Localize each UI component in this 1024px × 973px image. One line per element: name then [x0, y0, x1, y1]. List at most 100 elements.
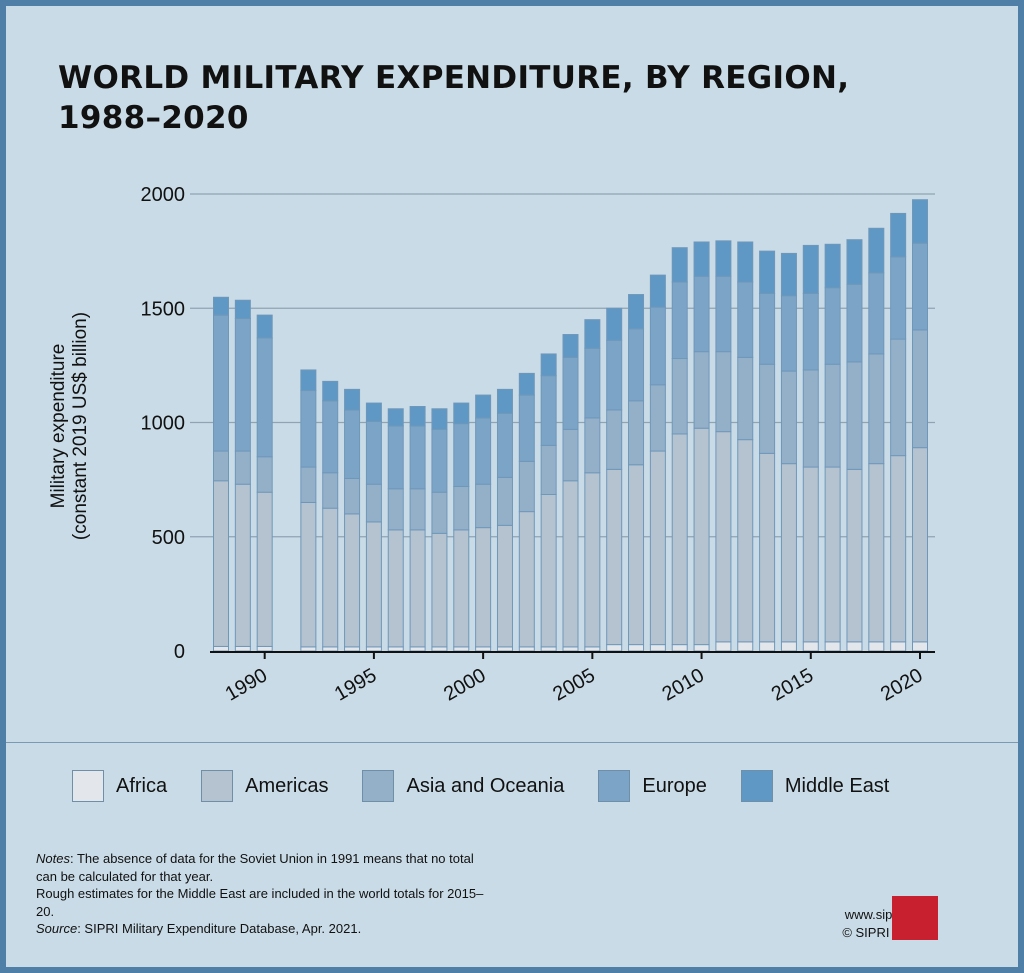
legend-item-africa: Africa [72, 770, 167, 802]
bar-segment-africa-2010 [693, 644, 710, 652]
bar-segment-africa-1990 [256, 645, 273, 652]
bar-segment-middle-east-1996 [387, 408, 404, 427]
legend-item-middle-east: Middle East [740, 770, 890, 802]
legend-swatch [362, 770, 395, 802]
bar-segment-americas-1998 [431, 532, 448, 648]
bar-segment-asia-and-oceania-1992 [300, 466, 317, 503]
legend-label: Asia and Oceania [406, 774, 565, 797]
bar-segment-asia-and-oceania-2004 [562, 428, 579, 482]
bar-segment-europe-2005 [584, 347, 601, 419]
bar-segment-asia-and-oceania-2002 [518, 460, 535, 513]
bar-segment-africa-2020 [912, 641, 928, 652]
bar-segment-middle-east-1999 [453, 402, 470, 425]
bar-segment-middle-east-2014 [780, 252, 797, 297]
bar-segment-africa-2000 [475, 646, 492, 652]
bar-segment-americas-2002 [518, 511, 535, 648]
bar-segment-asia-and-oceania-2012 [737, 356, 754, 441]
bar-segment-americas-1996 [387, 529, 404, 648]
bar-segment-asia-and-oceania-2007 [628, 400, 645, 466]
legend-item-americas: Americas [201, 770, 328, 802]
bar-segment-europe-2007 [628, 328, 645, 402]
bar-segment-middle-east-1993 [322, 380, 339, 402]
bar-segment-africa-2011 [715, 641, 732, 652]
bar-segment-africa-2017 [846, 641, 863, 652]
bar-segment-africa-2001 [496, 646, 513, 652]
bar-segment-americas-2001 [496, 524, 513, 648]
y-tick-label: 1000 [141, 413, 186, 435]
bar-segment-americas-2020 [912, 447, 928, 643]
bar-segment-europe-2002 [518, 394, 535, 462]
bar-segment-africa-1993 [322, 646, 339, 652]
bar-segment-middle-east-1994 [344, 388, 361, 411]
bar-segment-europe-2011 [715, 275, 732, 353]
bar-segment-asia-and-oceania-2005 [584, 417, 601, 474]
bar-segment-americas-1994 [344, 513, 361, 648]
bar-segment-asia-and-oceania-2020 [912, 329, 928, 449]
bar-segment-africa-2019 [890, 641, 907, 652]
bar-segment-africa-2006 [606, 644, 623, 652]
title-line-2: 1988–2020 [58, 100, 249, 136]
bar-segment-asia-and-oceania-1998 [431, 491, 448, 534]
bar-segment-europe-2018 [868, 272, 885, 355]
bar-segment-middle-east-2013 [759, 250, 776, 294]
bar-segment-europe-2004 [562, 356, 579, 430]
bar-segment-middle-east-1990 [256, 314, 273, 339]
note-1-text: : The absence of data for the Soviet Uni… [36, 851, 474, 884]
bar-segment-africa-1997 [409, 646, 426, 652]
bar-segment-americas-2009 [671, 433, 688, 646]
bar-segment-middle-east-2001 [496, 388, 513, 414]
bar-segment-americas-2011 [715, 431, 732, 643]
bar-segment-americas-1990 [256, 491, 273, 647]
bar-segment-americas-2013 [759, 452, 776, 643]
bar-segment-asia-and-oceania-1990 [256, 456, 273, 493]
bar-segment-asia-and-oceania-2016 [824, 363, 841, 468]
bar-segment-americas-2004 [562, 480, 579, 648]
bar-segment-asia-and-oceania-2011 [715, 351, 732, 433]
bar-segment-africa-1995 [365, 646, 382, 652]
bar-segment-asia-and-oceania-2003 [540, 444, 557, 495]
bar-segment-asia-and-oceania-2018 [868, 353, 885, 465]
notes-label: Notes [36, 851, 70, 866]
y-tick-label: 0 [174, 641, 185, 663]
source-text: : SIPRI Military Expenditure Database, A… [77, 921, 362, 936]
bar-segment-americas-1999 [453, 529, 470, 648]
bar-segment-africa-2009 [671, 644, 688, 652]
bar-segment-europe-2014 [780, 295, 797, 372]
source-label: Source [36, 921, 78, 936]
bar-segment-middle-east-1992 [300, 369, 317, 392]
bar-segment-africa-2018 [868, 641, 885, 652]
bar-segment-asia-and-oceania-2008 [649, 384, 666, 452]
legend-swatch [72, 770, 104, 802]
bar-segment-africa-2007 [628, 644, 645, 652]
bar-segment-europe-2013 [759, 292, 776, 365]
bar-segment-americas-2016 [824, 466, 841, 643]
bar-segment-middle-east-2008 [649, 274, 666, 308]
sipri-logo [892, 896, 938, 940]
chart-title: WORLD MILITARY EXPENDITURE, BY REGION, 1… [58, 58, 849, 138]
legend-label: Europe [642, 774, 707, 797]
bar-segment-africa-2008 [649, 644, 666, 652]
bar-segment-americas-2006 [606, 468, 623, 646]
bar-segment-europe-1988 [213, 314, 229, 452]
bar-segment-africa-2003 [540, 646, 557, 652]
bar-segment-americas-2005 [584, 472, 601, 648]
bar-segment-americas-1989 [234, 483, 251, 647]
bar-segment-americas-2007 [628, 464, 645, 646]
bar-segment-asia-and-oceania-2017 [846, 361, 863, 470]
bar-segment-europe-1992 [300, 390, 317, 468]
legend-label: Middle East [784, 774, 890, 797]
bar-segment-asia-and-oceania-1995 [365, 483, 382, 523]
bar-segment-middle-east-2019 [890, 212, 907, 258]
bar-segment-europe-2016 [824, 287, 841, 365]
bar-segment-africa-2012 [737, 641, 754, 652]
bar-segment-asia-and-oceania-1993 [322, 472, 339, 509]
bar-segment-europe-2012 [737, 281, 754, 358]
bar-segment-americas-2010 [693, 427, 710, 646]
bar-segment-americas-1992 [300, 501, 317, 648]
bar-segment-europe-2010 [693, 275, 710, 353]
bar-segment-middle-east-1989 [234, 299, 251, 320]
bar-segment-europe-2003 [540, 375, 557, 446]
bar-segment-middle-east-2012 [737, 241, 754, 283]
bar-segment-europe-2015 [802, 292, 819, 371]
bar-segment-africa-1996 [387, 646, 404, 652]
